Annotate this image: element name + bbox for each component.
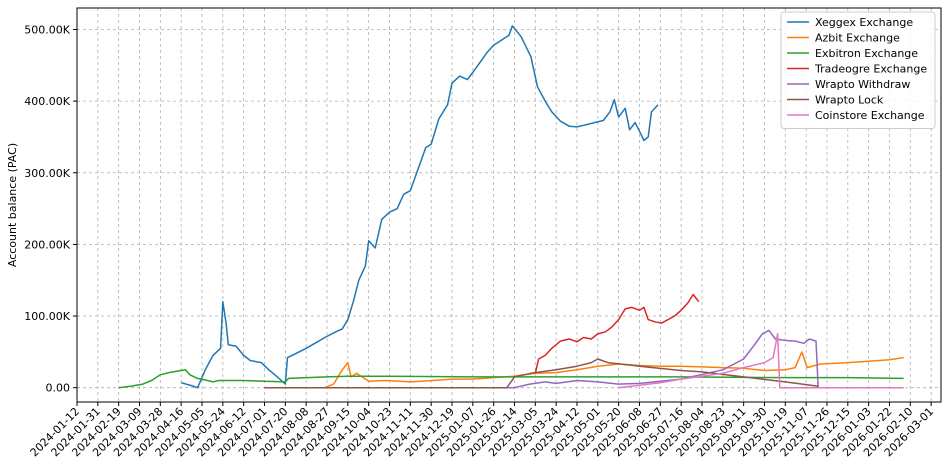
- y-axis: 0.00 100.00K 200.00K 300.00K 400.00K 500.00K: [24, 23, 77, 395]
- y-tick-label: 500.00K: [24, 23, 70, 36]
- series-line-exbitron-exchange: [118, 369, 904, 389]
- series-line-tradeogre-exchange: [534, 293, 700, 374]
- legend-label: Coinstore Exchange: [815, 109, 925, 122]
- series-line-xeggex-exchange: [180, 25, 659, 389]
- y-tick-label: 100.00K: [24, 310, 70, 323]
- y-tick-label: 0.00: [46, 382, 71, 395]
- y-axis-label: Account balance (PAC): [6, 143, 19, 267]
- y-tick-label: 200.00K: [24, 238, 70, 251]
- legend-label: Wrapto Withdraw: [815, 78, 910, 91]
- series-line-wrapto-lock: [264, 358, 819, 389]
- legend-label: Exbitron Exchange: [815, 47, 918, 60]
- x-axis: 2024-01-122024-01-312024-02-192024-03-09…: [28, 402, 936, 459]
- legend-box: [780, 11, 936, 129]
- legend-label: Azbit Exchange: [815, 32, 900, 45]
- series-line-coinstore-exchange: [618, 333, 904, 389]
- legend-label: Wrapto Lock: [815, 94, 884, 107]
- legend: Xeggex Exchange Azbit Exchange Exbitron Ex…: [780, 11, 936, 129]
- y-tick-label: 300.00K: [24, 167, 70, 180]
- series-group: [118, 25, 904, 389]
- legend-label: Tradeogre Exchange: [814, 63, 927, 76]
- plot-frame: [76, 7, 942, 403]
- y-tick-label: 400.00K: [24, 95, 70, 108]
- legend-label: Xeggex Exchange: [815, 16, 913, 29]
